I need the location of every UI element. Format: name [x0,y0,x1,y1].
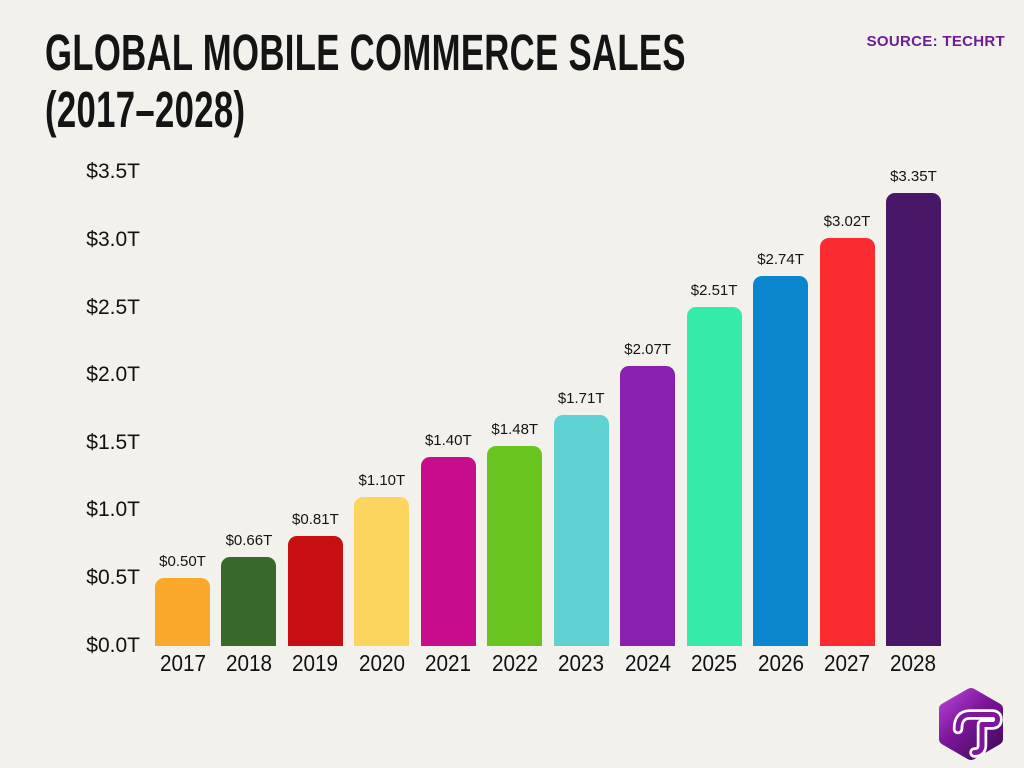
bar-2022 [487,445,543,646]
y-axis-tick-label: $0.5T [86,565,140,589]
value-label-2026: $2.74T [757,250,804,268]
value-label-2028: $3.35T [890,168,937,186]
value-label-2020: $1.10T [358,472,406,490]
bar-2028 [885,193,941,646]
y-axis-tick-label: $3.0T [86,227,140,251]
x-axis-label-2019: 2019 [292,650,339,676]
y-axis-tick-label: $3.5T [86,160,140,184]
bar-2023 [553,414,609,646]
value-label-2017: $0.50T [159,553,206,571]
bar-2021 [420,456,476,646]
y-axis-tick-label: $2.5T [86,295,140,319]
bar-2017 [155,578,210,646]
value-label-2022: $1.48T [491,420,539,438]
value-label-2023: $1.71T [557,389,605,407]
value-label-2025: $2.51T [690,281,738,299]
y-axis-tick-label: $0.0T [86,633,140,657]
x-axis-label-2025: 2025 [691,650,738,676]
x-axis-label-2026: 2026 [757,650,804,676]
bar-2026 [753,275,809,646]
bar-2025 [686,306,742,646]
chart-title-line2: (2017–2028) [45,81,246,139]
chart-title-line1: GLOBAL MOBILE COMMERCE SALES [45,24,686,81]
value-label-2019: $0.81T [292,511,339,529]
x-axis-label-2021: 2021 [425,650,472,676]
bar-2019 [287,536,343,646]
source-label: SOURCE: TECHRT [866,33,1005,50]
logo-letter-t [952,709,1003,758]
value-label-2027: $3.02T [823,212,871,230]
value-label-2024: $2.07T [624,341,671,359]
bar-2024 [620,366,676,646]
y-axis-tick-label: $2.0T [86,363,140,387]
x-axis-label-2023: 2023 [558,650,605,676]
value-label-2018: $0.66T [225,531,273,549]
bar-2027 [819,237,875,646]
x-axis-label-2022: 2022 [491,650,538,676]
x-axis-label-2020: 2020 [358,650,405,676]
x-axis-label-2018: 2018 [225,650,272,676]
techrt-logo [939,688,1003,760]
x-axis-label-2028: 2028 [890,650,937,676]
x-axis-label-2024: 2024 [624,650,671,676]
bar-2020 [354,497,410,646]
y-axis-tick-label: $1.0T [86,498,140,522]
chart-title: GLOBAL MOBILE COMMERCE SALES (2017–2028) [45,24,686,138]
value-label-2021: $1.40T [424,431,472,449]
x-axis-label-2027: 2027 [823,650,871,676]
bar-2018 [221,556,277,646]
y-axis-tick-label: $1.5T [86,430,140,454]
x-axis-label-2017: 2017 [159,650,206,676]
